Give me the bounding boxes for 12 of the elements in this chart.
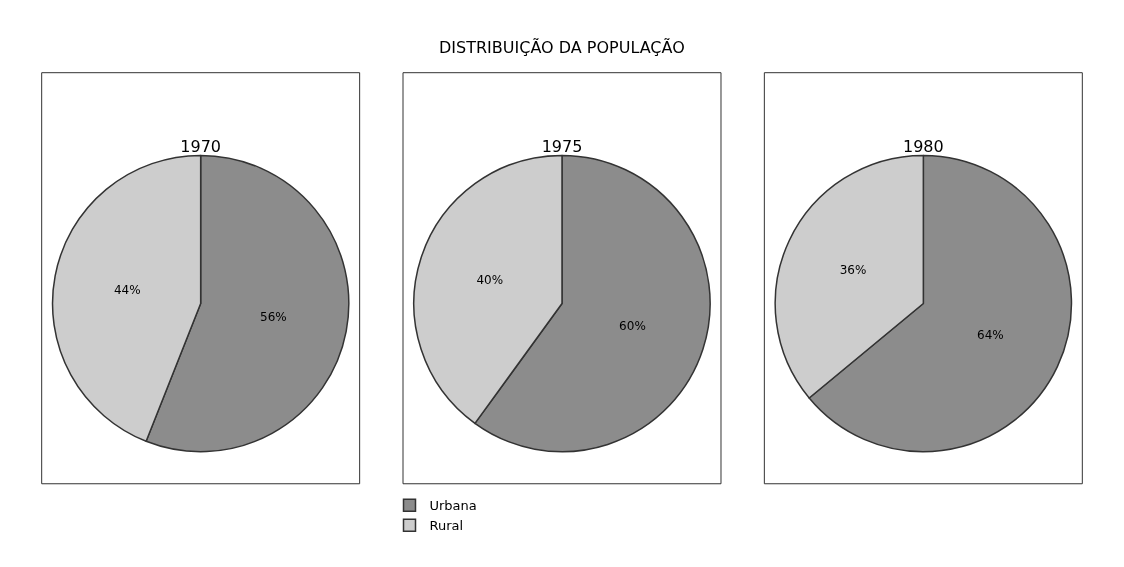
chart-title: 1975 bbox=[541, 137, 583, 157]
data-label: 60% bbox=[619, 319, 646, 334]
data-label: 64% bbox=[977, 328, 1004, 343]
text: DISTRIBUIÇÃO DA POPULAÇÃO bbox=[439, 38, 685, 57]
data-label: 36% bbox=[839, 263, 867, 278]
data-label: 44% bbox=[113, 282, 141, 297]
legend-label: Rural bbox=[429, 518, 464, 534]
data-label: 56% bbox=[260, 310, 287, 325]
data-label: 40% bbox=[476, 273, 504, 288]
chart-title: 1980 bbox=[902, 137, 944, 157]
legend-label: Urbana bbox=[429, 498, 477, 514]
chart-title: 1970 bbox=[180, 137, 222, 157]
